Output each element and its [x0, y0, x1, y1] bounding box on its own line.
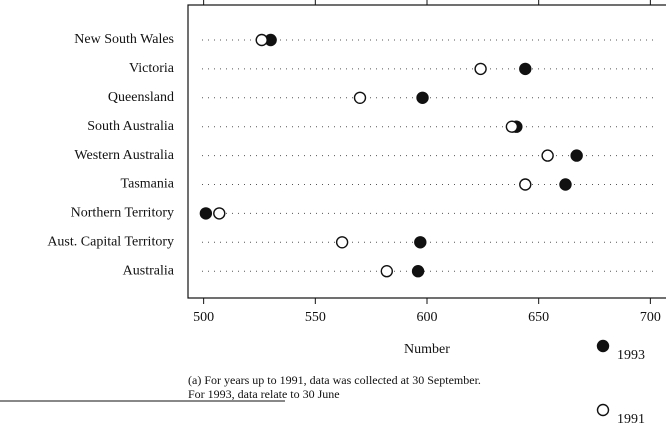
x-tick-label: 700 [640, 310, 661, 325]
y-tick-label: Aust. Capital Territory [47, 235, 174, 250]
x-tick-label: 650 [528, 310, 549, 325]
note-line: For 1993, data relate to 30 June [188, 387, 340, 401]
legend-marker [596, 339, 610, 353]
dot [414, 236, 427, 249]
dot [255, 33, 268, 47]
dot [353, 91, 367, 105]
y-tick-label: Victoria [129, 61, 175, 76]
dot [474, 62, 487, 76]
x-tick-label: 500 [193, 310, 214, 325]
y-tick-label: Western Australia [74, 148, 174, 163]
dot [199, 207, 213, 220]
dot [335, 236, 349, 249]
dot [519, 62, 532, 76]
y-tick-label: Tasmania [121, 177, 175, 192]
legend-label: 1993 [617, 348, 645, 363]
dot [559, 178, 572, 191]
dot [411, 265, 425, 278]
x-axis-label: Number [404, 342, 450, 357]
y-tick-label: New South Wales [74, 32, 174, 47]
x-tick-label: 550 [305, 310, 326, 325]
dot [570, 149, 583, 162]
dot [416, 91, 429, 105]
y-tick-label: Northern Territory [71, 206, 174, 221]
legend-label: 1991 [617, 412, 645, 427]
legend-marker [596, 403, 610, 417]
y-tick-label: South Australia [87, 119, 175, 134]
dot [380, 265, 393, 278]
y-tick-label: Australia [123, 263, 175, 278]
x-tick-label: 600 [417, 310, 438, 325]
dot [541, 149, 554, 162]
plot-frame [187, 4, 666, 299]
y-tick-label: Queensland [108, 90, 174, 105]
note-line: (a) For years up to 1991, data was colle… [188, 373, 481, 387]
dot [505, 120, 519, 133]
dot [213, 207, 226, 220]
dot [519, 178, 532, 191]
